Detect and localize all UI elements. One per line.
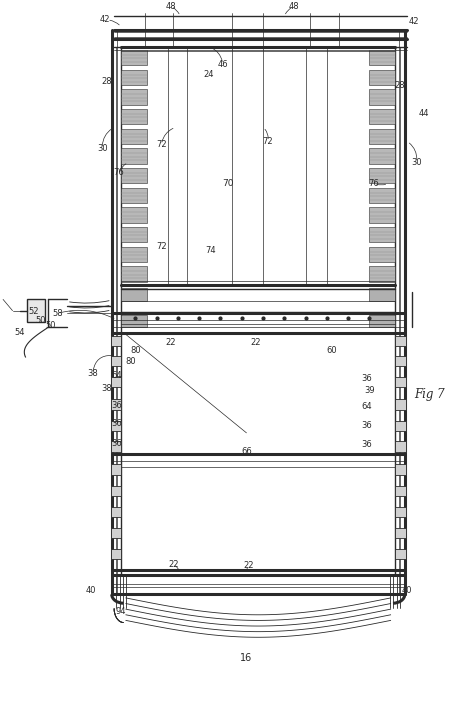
Text: 22: 22 (168, 560, 178, 569)
Text: 36: 36 (362, 421, 373, 430)
Text: 48: 48 (288, 2, 299, 11)
Text: 48: 48 (165, 2, 176, 11)
Bar (395, 507, 406, 517)
Bar (121, 227, 147, 242)
Bar (111, 421, 121, 432)
Bar (369, 266, 395, 282)
Text: 72: 72 (156, 140, 167, 149)
Bar (121, 246, 147, 262)
Bar (369, 315, 395, 327)
Text: Fig 7: Fig 7 (414, 388, 445, 401)
Bar (369, 70, 395, 85)
Text: 36: 36 (362, 440, 373, 449)
Bar (121, 315, 147, 327)
Bar (369, 129, 395, 144)
Bar (121, 188, 147, 203)
Text: 28: 28 (395, 81, 405, 89)
Bar (121, 168, 147, 184)
Bar (111, 399, 121, 410)
Text: 40: 40 (402, 586, 412, 596)
Bar (395, 421, 406, 432)
Bar (369, 89, 395, 105)
Text: 30: 30 (97, 144, 108, 153)
Bar (369, 288, 395, 301)
Bar (121, 266, 147, 282)
Bar (111, 465, 121, 475)
Bar (121, 149, 147, 164)
Text: 39: 39 (364, 386, 374, 394)
Bar (111, 377, 121, 387)
Bar (395, 399, 406, 410)
Text: 38: 38 (88, 369, 98, 377)
Bar (395, 486, 406, 496)
Text: 42: 42 (409, 18, 419, 27)
Text: 70: 70 (222, 179, 233, 188)
Bar (395, 356, 406, 366)
Bar (369, 168, 395, 184)
Bar (395, 441, 406, 452)
Text: 72: 72 (156, 242, 167, 251)
Bar (369, 109, 395, 125)
Text: 58: 58 (52, 309, 63, 318)
Bar (369, 246, 395, 262)
Text: 38: 38 (101, 384, 112, 393)
Bar (121, 129, 147, 144)
Bar (121, 109, 147, 125)
Bar (121, 208, 147, 223)
Bar (395, 465, 406, 475)
Text: 24: 24 (203, 70, 214, 79)
Text: 22: 22 (251, 339, 261, 348)
Bar (111, 356, 121, 366)
Text: 36: 36 (362, 375, 373, 383)
Text: 40: 40 (85, 586, 96, 596)
Text: 52: 52 (28, 307, 39, 316)
Text: 80: 80 (125, 357, 136, 365)
Text: 16: 16 (240, 653, 253, 662)
Bar (111, 528, 121, 539)
Bar (395, 336, 406, 346)
Bar (111, 507, 121, 517)
Bar (121, 70, 147, 85)
Text: 64: 64 (111, 371, 122, 379)
Text: 28: 28 (102, 77, 112, 86)
Bar (395, 548, 406, 559)
Text: 36: 36 (111, 439, 122, 448)
Bar (121, 288, 147, 301)
Bar (369, 208, 395, 223)
Bar (395, 377, 406, 387)
Text: 44: 44 (419, 108, 429, 118)
Text: 66: 66 (241, 447, 252, 456)
Text: 46: 46 (218, 60, 228, 68)
Text: 54: 54 (14, 328, 25, 337)
Bar (395, 528, 406, 539)
Bar (121, 50, 147, 65)
Text: 76: 76 (113, 168, 124, 177)
Bar (369, 227, 395, 242)
Bar (369, 188, 395, 203)
Bar (369, 149, 395, 164)
Text: 64: 64 (362, 403, 372, 411)
Bar (27, 299, 45, 322)
Text: 72: 72 (263, 137, 273, 146)
Text: 42: 42 (100, 15, 110, 25)
Text: 36: 36 (111, 419, 122, 428)
Text: 36: 36 (111, 401, 122, 410)
Bar (111, 486, 121, 496)
Text: 60: 60 (326, 346, 337, 356)
Bar (111, 441, 121, 452)
Text: 74: 74 (206, 246, 216, 255)
Text: 22: 22 (244, 561, 254, 570)
Text: 22: 22 (165, 339, 176, 348)
Text: 80: 80 (130, 346, 141, 356)
Text: 76: 76 (369, 179, 379, 188)
Text: 50: 50 (45, 321, 55, 330)
Bar (369, 50, 395, 65)
Text: 50: 50 (36, 316, 46, 325)
Text: 94: 94 (116, 608, 127, 617)
Bar (111, 548, 121, 559)
Text: 30: 30 (411, 158, 422, 167)
Bar (121, 89, 147, 105)
Bar (111, 336, 121, 346)
